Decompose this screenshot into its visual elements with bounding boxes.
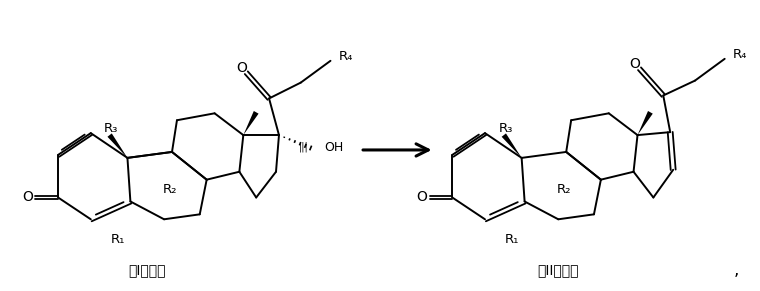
Text: R₃: R₃ — [104, 122, 119, 135]
Text: R₄: R₄ — [733, 48, 747, 61]
Text: R₂: R₂ — [163, 183, 177, 196]
Polygon shape — [638, 111, 653, 135]
Text: R₁: R₁ — [505, 233, 519, 246]
Text: O: O — [629, 57, 640, 71]
Text: 式II化合物: 式II化合物 — [537, 263, 579, 277]
Polygon shape — [107, 133, 128, 158]
Text: R₁: R₁ — [110, 233, 125, 246]
Text: R₂: R₂ — [557, 183, 572, 196]
Polygon shape — [243, 111, 258, 135]
Polygon shape — [502, 133, 521, 158]
Text: O: O — [22, 191, 33, 205]
Text: O: O — [236, 61, 247, 75]
Text: 式I化合物: 式I化合物 — [128, 263, 166, 277]
Text: OH: OH — [325, 141, 344, 155]
Text: O: O — [416, 191, 427, 205]
Text: ,: , — [734, 261, 739, 279]
Text: |||: ||| — [299, 142, 309, 152]
Text: R₄: R₄ — [338, 50, 353, 63]
Text: R₃: R₃ — [499, 122, 513, 135]
